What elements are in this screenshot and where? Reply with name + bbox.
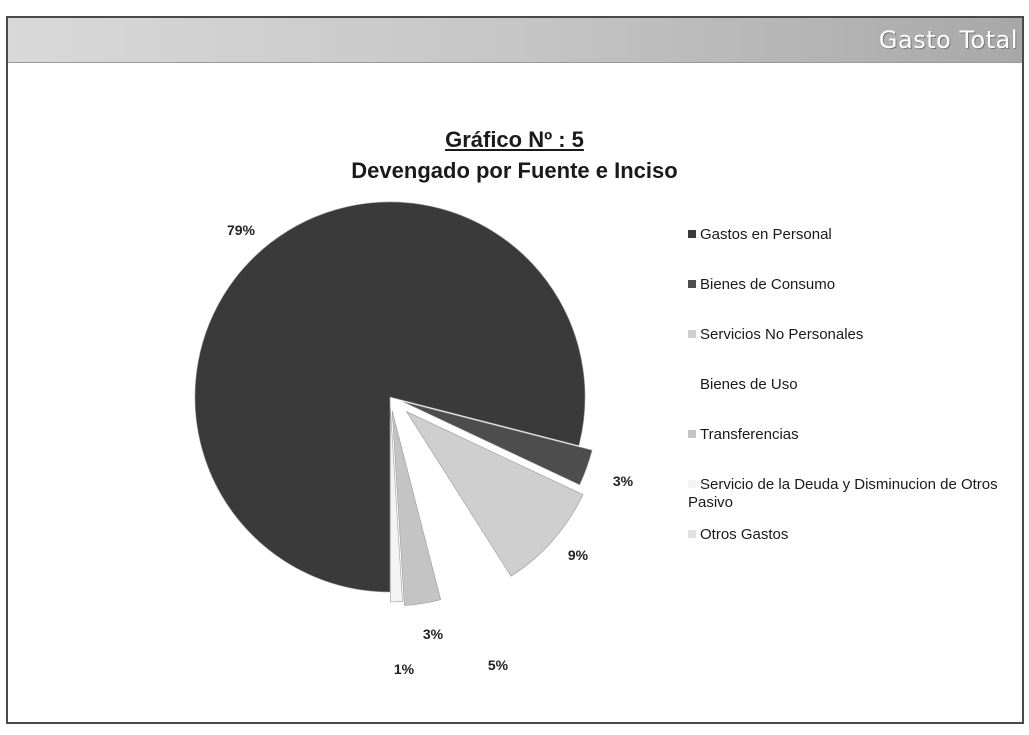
legend-label: Otros Gastos [700,526,789,543]
chart-title: Gráfico Nº : 5 [445,127,584,152]
slice-label-6: 1% [394,661,415,677]
legend-label: Servicio de la Deuda y Disminucion de Ot… [688,476,998,511]
legend-label: Bienes de Consumo [700,276,836,293]
slide-frame: Gasto Total [6,16,1024,724]
slice-label-4: 5% [488,657,509,673]
pie-slice-3 [405,410,584,577]
pie-slice-1 [194,201,586,593]
legend-item-6: Servicio de la Deuda y Disminucion de Ot… [688,476,1008,512]
legend-swatch [688,480,696,488]
header-banner: Gasto Total [8,18,1022,63]
pie-slice-5 [391,410,442,606]
legend-swatch [688,280,696,288]
legend-item-5: Transferencias [688,426,1008,444]
legend-label: Gastos en Personal [700,226,832,243]
legend-item-7: Otros Gastos [688,526,1008,544]
slice-label-1: 79% [227,222,256,238]
legend-swatch [688,230,696,238]
legend-label: Bienes de Uso [700,376,798,393]
legend-item-4: Bienes de Uso [688,376,1008,394]
legend-item-1: Gastos en Personal [688,226,1008,244]
pie-slice-2 [403,401,593,486]
legend-swatch [688,430,696,438]
legend-item-2: Bienes de Consumo [688,276,1008,294]
legend-label: Transferencias [700,426,799,443]
pie-slice-4 [392,404,499,594]
legend-swatch [688,380,696,388]
chart-subtitle: Devengado por Fuente e Inciso [351,158,678,183]
legend-item-3: Servicios No Personales [688,326,1008,344]
slice-label-5: 3% [423,626,444,642]
legend-label: Servicios No Personales [700,326,864,343]
banner-title: Gasto Total [878,26,1018,54]
legend-swatch [688,330,696,338]
pie-slice-6 [390,406,403,603]
slice-label-3: 9% [568,547,589,563]
slice-label-2: 3% [613,473,634,489]
legend-swatch [688,530,696,538]
